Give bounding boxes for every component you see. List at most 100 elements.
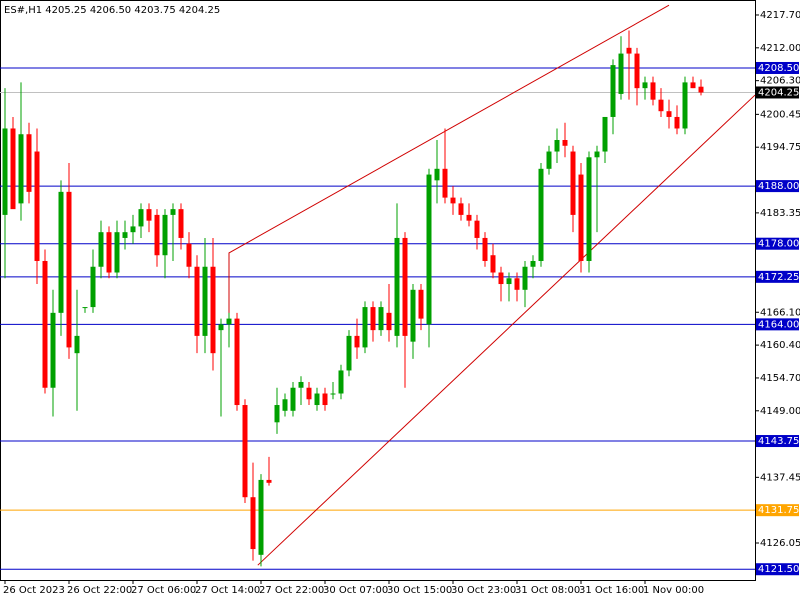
candle-body <box>338 370 344 394</box>
x-tick-label: 30 Oct 23:00 <box>451 585 516 596</box>
candle-body <box>626 47 632 54</box>
candle-body <box>498 272 504 285</box>
candle-body <box>514 278 520 290</box>
y-tick-label: 4160.40 <box>760 340 800 351</box>
candle-body <box>554 140 560 152</box>
candle-body <box>650 82 656 100</box>
candle-body <box>530 260 536 267</box>
candle-body <box>354 335 360 348</box>
candle-body <box>298 381 304 388</box>
candle-body <box>690 82 696 89</box>
candle-body <box>82 307 88 309</box>
candle-body <box>130 226 136 233</box>
candle-body <box>378 307 384 331</box>
candle-body <box>50 312 56 388</box>
candle-body <box>538 168 544 261</box>
candle-body <box>322 393 328 406</box>
candle-body <box>218 324 224 331</box>
candle-body <box>506 278 512 285</box>
y-tick-label: 4206.30 <box>760 76 800 87</box>
trendline <box>228 4 670 331</box>
candle-body <box>178 209 184 238</box>
price-level-tag <box>756 237 799 250</box>
price-level-tag <box>756 61 799 74</box>
candle-body <box>426 174 432 325</box>
candle-body <box>306 387 312 400</box>
candle-body <box>58 191 64 313</box>
candle-body <box>202 266 208 336</box>
candle-body <box>258 479 264 555</box>
candle-body <box>162 214 168 256</box>
price-level-label: 4172.25 <box>758 272 799 283</box>
candle-body <box>146 209 152 221</box>
price-level-label: 4131.75 <box>758 505 799 516</box>
price-level-tag <box>756 563 799 576</box>
candle-body <box>634 53 640 89</box>
candle-body <box>394 237 400 336</box>
candle-body <box>42 260 48 388</box>
candle-body <box>618 53 624 94</box>
candle-body <box>282 399 288 411</box>
candle-body <box>66 191 72 348</box>
x-tick-label: 26 Oct 2023 <box>3 585 65 596</box>
price-level-tag <box>756 318 799 331</box>
candle-body <box>674 116 680 129</box>
price-level-label: 4164.00 <box>758 319 799 330</box>
candle-body <box>170 209 176 215</box>
candle-body <box>98 232 104 267</box>
candle-body <box>242 405 248 498</box>
candle-body <box>362 307 368 348</box>
candle-body <box>586 157 592 261</box>
candle-body <box>34 151 40 261</box>
candle-body <box>186 243 192 267</box>
candle-body <box>314 393 320 406</box>
candle-body <box>594 151 600 158</box>
candle-body <box>18 134 24 204</box>
candle-body <box>250 497 256 550</box>
x-tick-label: 27 Oct 06:00 <box>131 585 196 596</box>
price-level-label: 4204.25 <box>758 87 799 98</box>
candle-body <box>682 82 688 129</box>
candle-body <box>138 209 144 227</box>
candle-body <box>114 232 120 273</box>
candle-body <box>658 99 664 112</box>
candle-body <box>194 266 200 336</box>
x-tick-label: 30 Oct 07:00 <box>323 585 388 596</box>
candle-body <box>570 151 576 215</box>
candle-body <box>642 82 648 89</box>
candle-body <box>450 197 456 204</box>
price-level-label: 4208.50 <box>758 63 799 74</box>
candle-body <box>122 232 128 238</box>
candle-body <box>698 86 704 93</box>
candle-body <box>610 65 616 117</box>
candle-body <box>346 335 352 371</box>
price-level-tag <box>756 180 799 193</box>
candle-body <box>434 168 440 181</box>
trendline <box>257 94 756 566</box>
candle-body <box>2 128 8 215</box>
candle-body <box>666 111 672 117</box>
price-level-label: 4178.00 <box>758 239 799 250</box>
y-tick-label: 4217.70 <box>760 10 800 21</box>
candle-body <box>386 312 392 331</box>
candle-body <box>154 214 160 256</box>
candle-body <box>106 232 112 273</box>
x-tick-label: 26 Oct 22:00 <box>67 585 132 596</box>
candle-body <box>90 266 96 308</box>
y-tick-label: 4149.00 <box>760 406 800 417</box>
candle-body <box>26 134 32 192</box>
candle-body <box>602 116 608 152</box>
candle-body <box>210 266 216 354</box>
x-tick-label: 1 Nov 00:00 <box>643 585 704 596</box>
candle-body <box>330 393 336 395</box>
price-level-tag <box>756 270 799 283</box>
candle-body <box>482 237 488 261</box>
y-tick-label: 4194.75 <box>760 142 800 153</box>
candle-body <box>562 140 568 146</box>
candle-body <box>370 307 376 331</box>
y-tick-label: 4212.00 <box>760 43 800 54</box>
chart-title: ES#,H1 4205.25 4206.50 4203.75 4204.25 <box>4 5 220 16</box>
candle-body <box>418 289 424 319</box>
x-tick-label: 27 Oct 22:00 <box>259 585 324 596</box>
